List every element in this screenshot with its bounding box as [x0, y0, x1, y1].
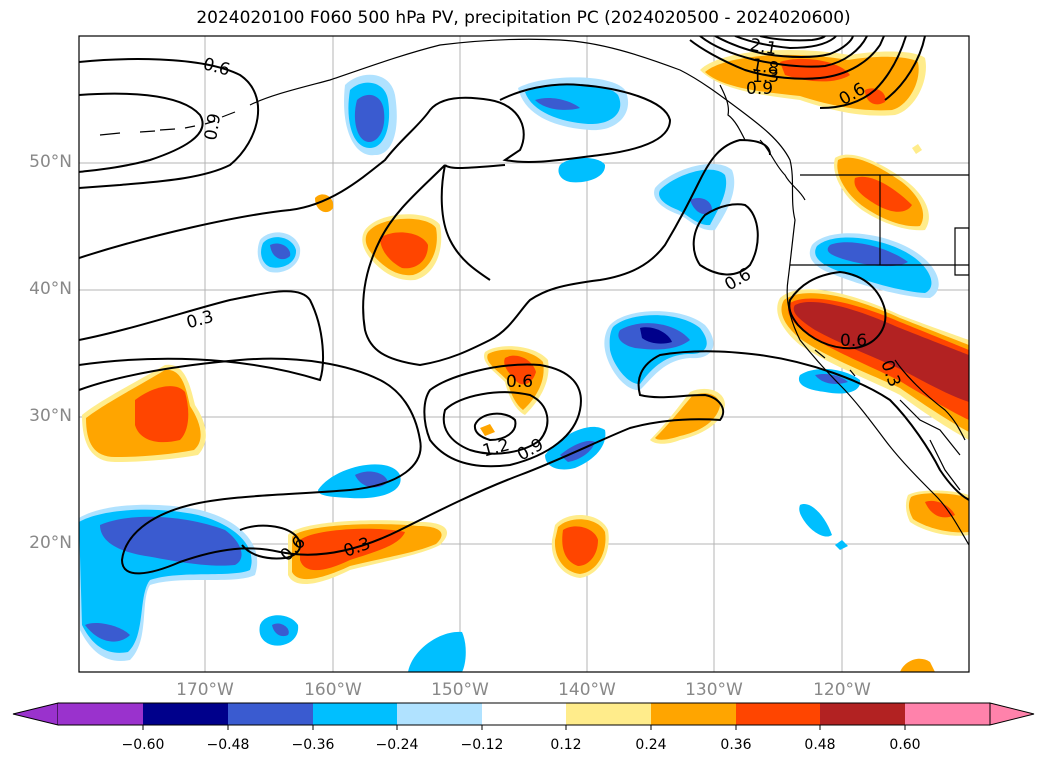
colorbar-extend-max: [989, 702, 1035, 726]
contour-label: 1.8: [750, 55, 780, 79]
contour-label: 0.9: [201, 112, 225, 142]
colorbar-segment: [58, 703, 143, 725]
contour-label: 0.6: [201, 54, 232, 80]
colorbar-segment: [905, 703, 990, 725]
map-plot-area: 0.6 0.9 0.3 0.6 1.2 0.9 0.6 0.6 0.3 0.6 …: [79, 35, 969, 672]
colorbar-tick-label: 0.48: [804, 737, 836, 753]
colorbar-tick-label: 0.12: [550, 737, 582, 753]
colorbar-tick-label: 0.36: [720, 737, 752, 753]
colorbar-tick-label: −0.60: [121, 737, 165, 753]
lat-label-50n: 50°N: [29, 152, 72, 172]
lon-label-150w: 150°W: [431, 680, 489, 700]
colorbar-segment: [397, 703, 482, 725]
contour-label: 1.3: [752, 67, 779, 87]
lon-label-160w: 160°W: [304, 680, 362, 700]
colorbar-segment: [313, 703, 397, 725]
coastlines: [99, 38, 969, 546]
contour-label: 2.1: [748, 35, 778, 59]
contour-label: 0.9: [514, 435, 547, 466]
lon-label-130w: 130°W: [685, 680, 743, 700]
contour-label: 0.6: [840, 331, 867, 351]
map-title: 2024020100 F060 500 hPa PV, precipitatio…: [196, 8, 851, 28]
contour-label: 0.9: [746, 79, 773, 99]
lat-label-30n: 30°N: [29, 406, 72, 426]
colorbar-segment: [736, 703, 820, 725]
map-frame: [78, 35, 970, 673]
lon-label-170w: 170°W: [176, 680, 234, 700]
precip-positive-regions: [82, 50, 969, 672]
lat-label-20n: 20°N: [29, 533, 72, 553]
colorbar-tick-label: −0.36: [291, 737, 335, 753]
lat-label-40n: 40°N: [29, 279, 72, 299]
precip-negative-regions: [79, 74, 939, 672]
colorbar-tick-label: −0.48: [206, 737, 250, 753]
colorbar-segment: [820, 703, 905, 725]
colorbar-tick-label: 0.60: [889, 737, 921, 753]
colorbar-extend-min: [12, 702, 59, 726]
colorbar-segment: [482, 703, 566, 725]
colorbar-segment: [228, 703, 313, 725]
colorbar-tick-label: 0.24: [635, 737, 667, 753]
lon-label-140w: 140°W: [558, 680, 616, 700]
colorbar-tick-label: −0.12: [460, 737, 504, 753]
colorbar: [12, 702, 1035, 730]
contour-label: 0.6: [721, 264, 754, 295]
lon-label-120w: 120°W: [813, 680, 871, 700]
colorbar-tick-label: −0.24: [375, 737, 419, 753]
colorbar-segment: [566, 703, 651, 725]
colorbar-segment: [143, 703, 228, 725]
pv-contours: [79, 36, 969, 575]
colorbar-segment: [651, 703, 736, 725]
contour-label: 0.6: [506, 372, 533, 392]
